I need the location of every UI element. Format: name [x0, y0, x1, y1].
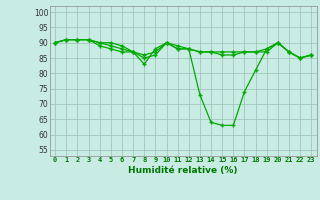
X-axis label: Humidité relative (%): Humidité relative (%)	[128, 166, 238, 175]
